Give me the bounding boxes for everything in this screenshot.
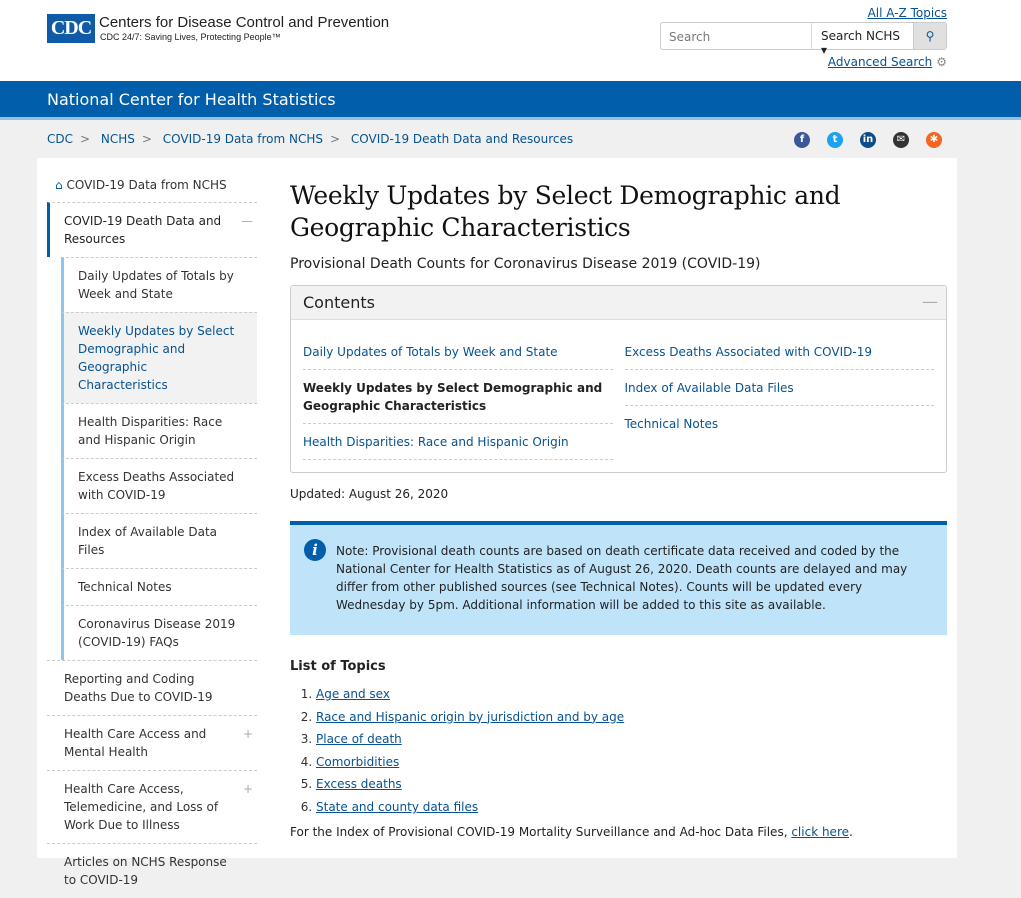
topic-link[interactable]: State and county data files xyxy=(316,799,479,814)
org-name[interactable]: Centers for Disease Control and Preventi… xyxy=(99,14,390,31)
contents-link[interactable]: Excess Deaths Associated with COVID-19 xyxy=(624,334,934,370)
topic-link[interactable]: Age and sex xyxy=(316,687,390,701)
expand-icon[interactable]: + xyxy=(242,782,253,796)
caret-down-icon: ▾ xyxy=(821,43,828,57)
sidebar-subitem[interactable]: Excess Deaths Associated with COVID-19 xyxy=(61,458,257,513)
info-note: i Note: Provisional death counts are bas… xyxy=(290,521,947,635)
az-topics-link[interactable]: All A-Z Topics xyxy=(867,6,947,20)
facebook-icon[interactable]: f xyxy=(794,132,810,148)
index-note-end: . xyxy=(849,824,853,839)
sidebar-home[interactable]: ⌂ COVID-19 Data from NCHS xyxy=(47,170,257,202)
gear-icon: ⚙ xyxy=(936,55,947,69)
topics-heading: List of Topics xyxy=(290,659,386,674)
site-header: CDC Centers for Disease Control and Prev… xyxy=(0,0,1021,81)
contents-link[interactable]: Index of Available Data Files xyxy=(624,370,934,406)
sidebar-subitem-current[interactable]: Weekly Updates by Select Demographic and… xyxy=(61,312,257,403)
contents-header[interactable]: Contents — xyxy=(291,286,946,320)
sidebar-item[interactable]: Health Care Access, Telemedicine, and Lo… xyxy=(47,770,257,843)
breadcrumb: CDC > NCHS > COVID-19 Data from NCHS > COVI… xyxy=(47,132,574,146)
sidebar-subitem[interactable]: Health Disparities: Race and Hispanic Or… xyxy=(61,403,257,458)
index-note: For the Index of Provisional COVID-19 Mo… xyxy=(290,825,947,839)
breadcrumb-cdc[interactable]: CDC xyxy=(47,132,73,146)
collapse-icon[interactable]: — xyxy=(922,292,938,311)
page-title: Weekly Updates by Select Demographic and… xyxy=(290,181,841,242)
collapse-icon[interactable]: — xyxy=(241,214,253,228)
contents-title: Contents xyxy=(303,293,375,312)
topic-link[interactable]: Comorbidities xyxy=(316,754,400,769)
search-icon: ⚲ xyxy=(925,29,935,43)
contents-link[interactable]: Technical Notes xyxy=(624,417,719,431)
syndicate-icon[interactable]: ✱ xyxy=(926,132,942,148)
click-here-link[interactable]: click here xyxy=(791,824,849,839)
sidebar-nav: ⌂ COVID-19 Data from NCHS COVID-19 Death… xyxy=(47,170,257,898)
tagline: CDC 24/7: Saving Lives, Protecting Peopl… xyxy=(100,32,281,42)
topics-list: Age and sex Race and Hispanic origin by … xyxy=(316,683,947,819)
sidebar-subitem[interactable]: Index of Available Data Files xyxy=(61,513,257,568)
sidebar-home-label: COVID-19 Data from NCHS xyxy=(66,178,227,192)
sidebar-item-label: Health Care Access, Telemedicine, and Lo… xyxy=(64,782,219,832)
sidebar-item[interactable]: Reporting and Coding Deaths Due to COVID… xyxy=(47,660,257,715)
contents-column-left: Daily Updates of Totals by Week and Stat… xyxy=(303,334,613,460)
sidebar-item-death-data[interactable]: COVID-19 Death Data and Resources — xyxy=(47,202,257,257)
breadcrumb-death-data[interactable]: COVID-19 Death Data and Resources xyxy=(350,132,574,146)
sidebar-item-label: Health Care Access and Mental Health xyxy=(64,727,207,759)
page-subtitle: Provisional Death Counts for Coronavirus… xyxy=(290,256,761,272)
social-share: f t in ✉ ✱ xyxy=(794,132,942,148)
note-text: Note: Provisional death counts are based… xyxy=(336,544,908,612)
contents-link-current[interactable]: Weekly Updates by Select Demographic and… xyxy=(303,370,613,424)
content-card: ⌂ COVID-19 Data from NCHS COVID-19 Death… xyxy=(37,158,957,887)
search-scope-dropdown[interactable]: Search NCHS ▾ xyxy=(812,23,914,57)
sidebar-subitem[interactable]: Coronavirus Disease 2019 (COVID-19) FAQs xyxy=(61,605,257,660)
site-title[interactable]: National Center for Health Statistics xyxy=(47,90,336,109)
index-note-text: For the Index of Provisional COVID-19 Mo… xyxy=(290,824,792,839)
topic-link[interactable]: Race and Hispanic origin by jurisdiction… xyxy=(316,709,625,724)
twitter-icon[interactable]: t xyxy=(827,132,843,148)
search-button[interactable]: ⚲ xyxy=(914,23,946,49)
site-title-band: National Center for Health Statistics xyxy=(0,81,1021,120)
sidebar-item[interactable]: Articles on NCHS Response to COVID-19 xyxy=(47,843,257,898)
main-content: Weekly Updates by Select Demographic and… xyxy=(290,180,947,839)
cdc-logo[interactable]: CDC xyxy=(47,14,95,43)
topic-link[interactable]: Place of death xyxy=(316,732,402,747)
contents-box: Contents — Daily Updates of Totals by Wee… xyxy=(290,285,947,473)
breadcrumb-nchs[interactable]: NCHS xyxy=(100,132,135,146)
linkedin-icon[interactable]: in xyxy=(860,132,876,148)
email-icon[interactable]: ✉ xyxy=(893,132,909,148)
info-icon: i xyxy=(304,539,326,561)
home-icon: ⌂ xyxy=(55,178,63,192)
search-scope-label: Search NCHS xyxy=(821,29,901,43)
sidebar-item[interactable]: Health Care Access and Mental Health + xyxy=(47,715,257,770)
contents-column-right: Excess Deaths Associated with COVID-19 I… xyxy=(624,334,934,460)
sidebar-subitem[interactable]: Technical Notes xyxy=(61,568,257,605)
search-bar: Search Search NCHS ▾ ⚲ xyxy=(660,22,947,57)
topic-link[interactable]: Excess deaths xyxy=(316,777,402,792)
breadcrumb-covid-data[interactable]: COVID-19 Data from NCHS xyxy=(162,132,323,146)
advanced-search-link[interactable]: Advanced Search xyxy=(827,55,933,69)
contents-link[interactable]: Health Disparities: Race and Hispanic Or… xyxy=(303,424,613,460)
search-input[interactable]: Search xyxy=(661,23,812,49)
contents-link[interactable]: Daily Updates of Totals by Week and Stat… xyxy=(303,334,613,370)
expand-icon[interactable]: + xyxy=(242,727,253,741)
sidebar-subitem[interactable]: Daily Updates of Totals by Week and Stat… xyxy=(61,257,257,312)
updated-date: Updated: August 26, 2020 xyxy=(290,487,449,501)
sidebar-item-label: COVID-19 Death Data and Resources xyxy=(64,214,222,246)
